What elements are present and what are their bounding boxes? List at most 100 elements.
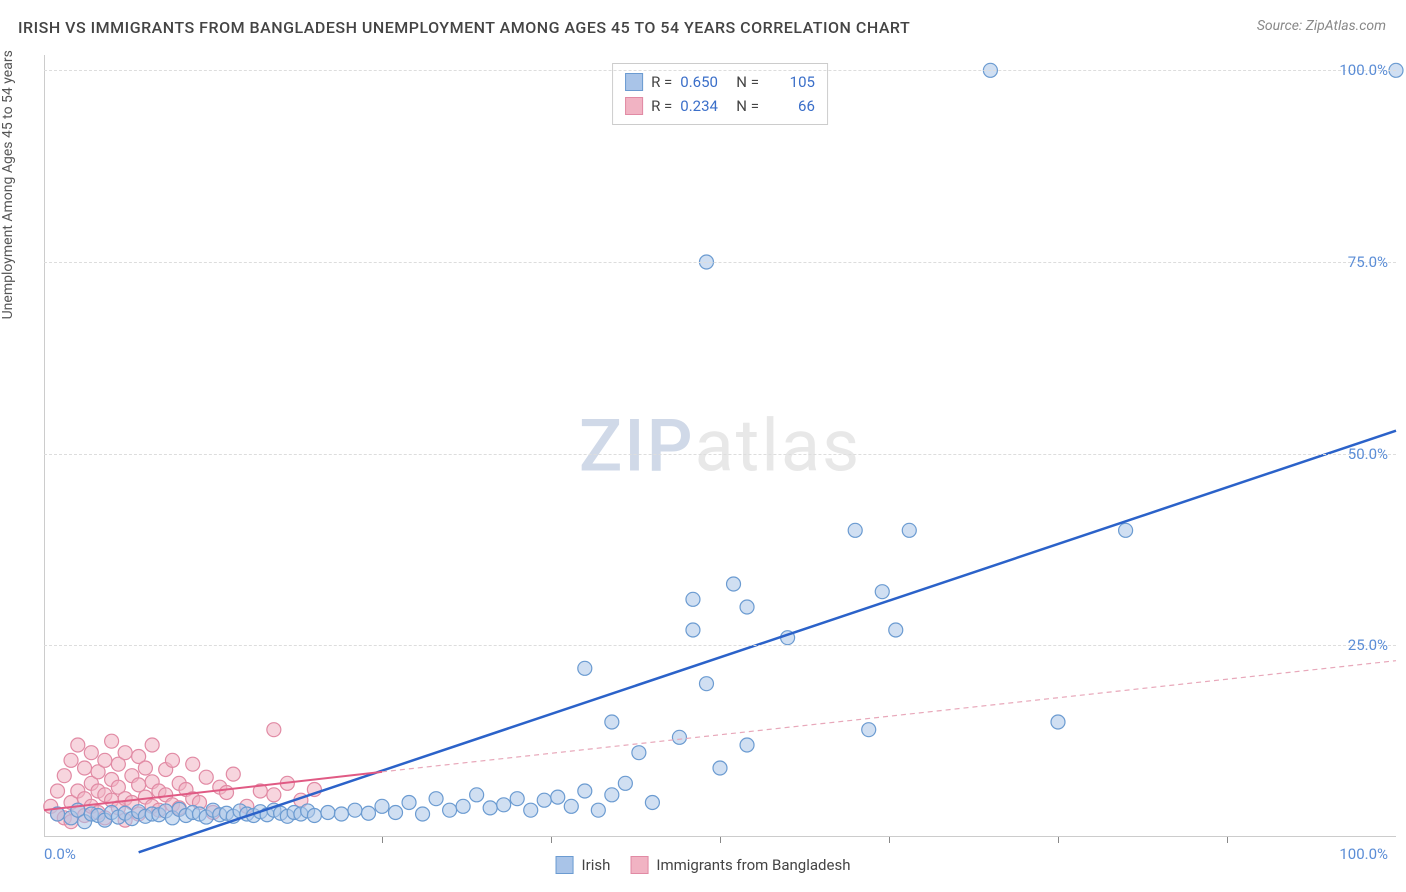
data-point [483, 801, 497, 815]
data-point [64, 753, 78, 767]
data-point [334, 807, 348, 821]
data-point [605, 788, 619, 802]
r-label: R = [651, 94, 672, 118]
data-point [645, 796, 659, 810]
data-point [848, 523, 862, 537]
legend-row: R =0.650N =105 [625, 70, 815, 94]
y-axis-label: Unemployment Among Ages 45 to 54 years [0, 50, 16, 319]
legend-swatch [556, 856, 574, 874]
data-point [578, 784, 592, 798]
data-point [145, 738, 159, 752]
data-point [78, 761, 92, 775]
n-value: 105 [767, 70, 815, 94]
data-point [348, 803, 362, 817]
grid-line [44, 262, 1396, 263]
data-point [470, 788, 484, 802]
data-point [361, 806, 375, 820]
legend-item: Irish [556, 856, 611, 874]
data-point [1119, 523, 1133, 537]
x-tick-mark [382, 837, 383, 843]
data-point [429, 792, 443, 806]
data-point [578, 661, 592, 675]
grid-line [44, 70, 1396, 71]
data-point [321, 805, 335, 819]
legend-item: Immigrants from Bangladesh [630, 856, 850, 874]
data-point [186, 757, 200, 771]
grid-line [44, 645, 1396, 646]
r-value: 0.650 [680, 70, 728, 94]
data-point [889, 623, 903, 637]
trend-line-extrapolated [382, 661, 1396, 772]
chart-title: IRISH VS IMMIGRANTS FROM BANGLADESH UNEM… [18, 18, 910, 37]
data-point [686, 592, 700, 606]
data-point [402, 796, 416, 810]
x-tick-mark [889, 837, 890, 843]
data-point [510, 792, 524, 806]
data-point [875, 585, 889, 599]
x-tick-mark [1058, 837, 1059, 843]
data-point [862, 723, 876, 737]
source-label: Source: ZipAtlas.com [1257, 18, 1386, 34]
data-point [416, 807, 430, 821]
y-tick-label: 25.0% [1348, 636, 1388, 654]
data-point [618, 776, 632, 790]
x-tick-mark [551, 837, 552, 843]
data-point [537, 793, 551, 807]
scatter-plot [44, 55, 1396, 837]
data-point [375, 799, 389, 813]
data-point [497, 798, 511, 812]
x-tick-mark [720, 837, 721, 843]
legend-swatch [625, 97, 643, 115]
x-tick-min: 0.0% [44, 845, 76, 863]
data-point [84, 746, 98, 760]
y-tick-label: 75.0% [1348, 253, 1388, 271]
legend-label: Irish [582, 856, 611, 874]
data-point [740, 600, 754, 614]
series-legend: Irish Immigrants from Bangladesh [556, 856, 851, 874]
legend-label: Immigrants from Bangladesh [656, 856, 850, 874]
correlation-legend: R = 0.650 N = 105R = 0.234 N = 66 [612, 63, 828, 125]
legend-swatch [630, 856, 648, 874]
data-point [267, 788, 281, 802]
r-value: 0.234 [680, 94, 728, 118]
data-point [220, 786, 234, 800]
data-point [456, 799, 470, 813]
y-tick-label: 100.0% [1339, 61, 1388, 79]
data-point [307, 809, 321, 823]
data-point [199, 770, 213, 784]
data-point [524, 803, 538, 817]
data-point [713, 761, 727, 775]
r-label: R = [651, 70, 672, 94]
data-point [686, 623, 700, 637]
data-point [727, 577, 741, 591]
y-tick-label: 50.0% [1348, 445, 1388, 463]
data-point [564, 799, 578, 813]
data-point [605, 715, 619, 729]
trend-line [139, 431, 1396, 853]
legend-swatch [625, 73, 643, 91]
data-point [165, 753, 179, 767]
chart-area: ZIPatlas R =0.650N =105R =0.234N =66 0.0… [44, 55, 1396, 837]
data-point [902, 523, 916, 537]
n-value: 66 [767, 94, 815, 118]
legend-row: R = 0.234 N = 66 [625, 94, 815, 118]
data-point [118, 746, 132, 760]
x-tick-max: 100.0% [1339, 845, 1388, 863]
data-point [740, 738, 754, 752]
data-point [551, 790, 565, 804]
data-point [71, 738, 85, 752]
data-point [98, 753, 112, 767]
data-point [138, 761, 152, 775]
data-point [226, 767, 240, 781]
n-label: N = [736, 94, 759, 118]
data-point [672, 730, 686, 744]
data-point [389, 805, 403, 819]
data-point [51, 784, 65, 798]
data-point [632, 746, 646, 760]
data-point [1051, 715, 1065, 729]
data-point [267, 723, 281, 737]
data-point [57, 769, 71, 783]
x-tick-mark [1227, 837, 1228, 843]
data-point [443, 803, 457, 817]
data-point [591, 803, 605, 817]
